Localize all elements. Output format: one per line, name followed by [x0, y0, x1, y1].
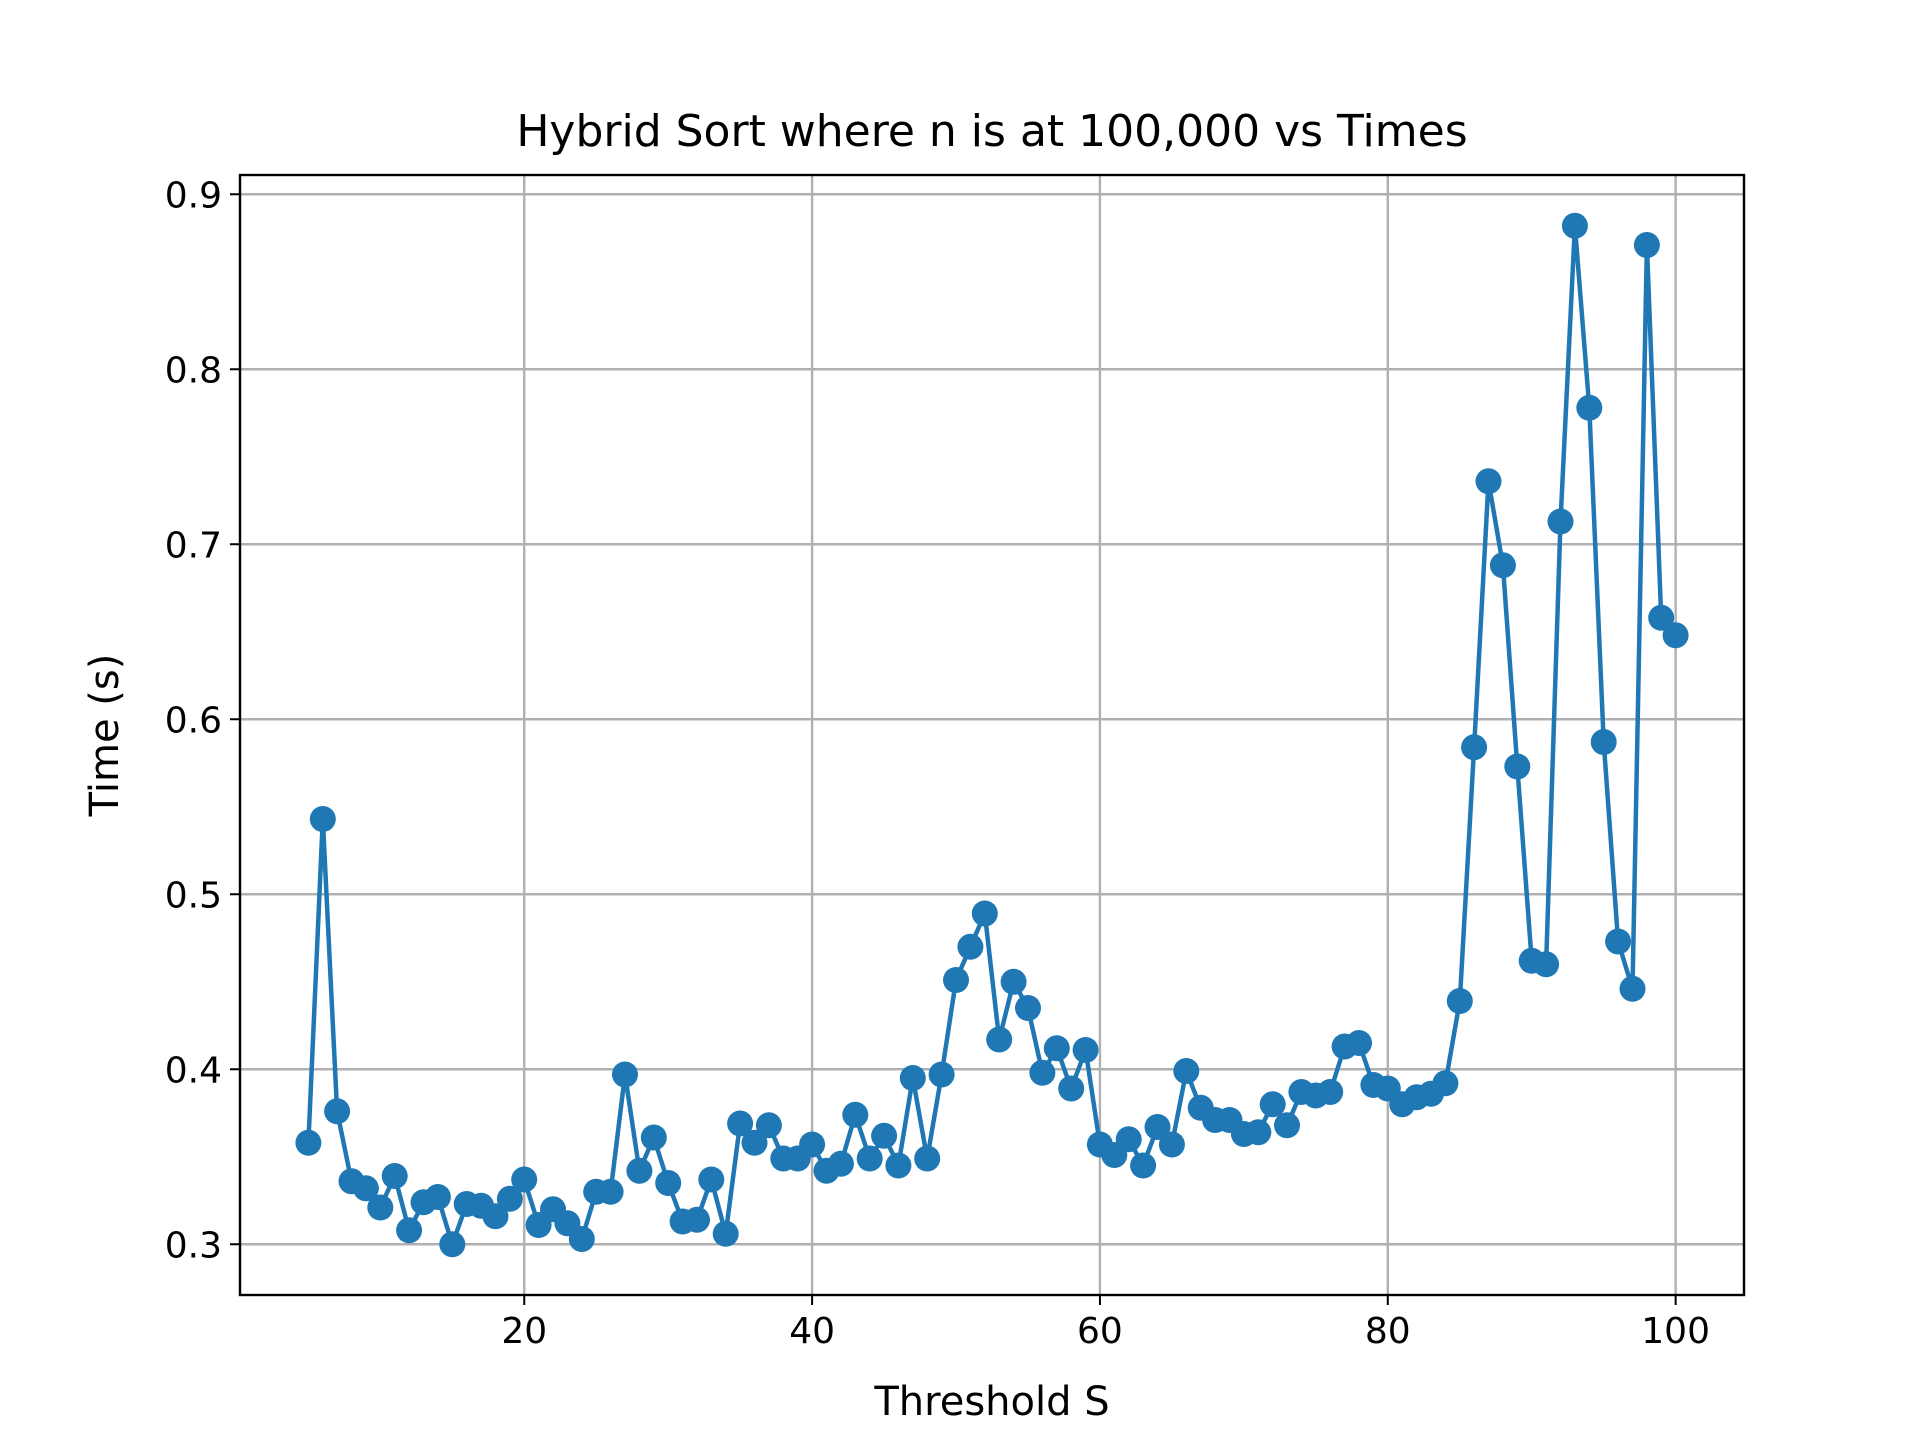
data-point [352, 1175, 379, 1202]
x-axis-label: Threshold S [873, 1379, 1109, 1425]
grid [240, 175, 1744, 1295]
data-point [597, 1178, 624, 1205]
data-point [1173, 1058, 1200, 1084]
data-point [1547, 508, 1574, 535]
data-point [842, 1101, 869, 1128]
data-point [1633, 232, 1660, 258]
data-point [727, 1110, 754, 1137]
data-point [1130, 1152, 1157, 1179]
x-tick-label: 80 [1365, 1311, 1411, 1352]
chart-title: Hybrid Sort where n is at 100,000 vs Tim… [516, 106, 1467, 157]
data-point [482, 1203, 509, 1230]
data-point [885, 1152, 912, 1179]
data-point [1533, 951, 1560, 978]
x-tick-label: 20 [501, 1311, 547, 1352]
data-point [755, 1112, 782, 1139]
data-point [684, 1206, 710, 1233]
data-point [1504, 753, 1531, 780]
data-point [1461, 734, 1488, 761]
data-point [1590, 729, 1617, 755]
data-point [1648, 604, 1675, 631]
data-point [899, 1065, 926, 1091]
data-point [1475, 468, 1502, 495]
data-point [381, 1163, 408, 1189]
data-point [1072, 1037, 1099, 1063]
data-point [367, 1194, 394, 1221]
data-point [856, 1145, 883, 1172]
data-point [957, 933, 984, 960]
data-point [1446, 988, 1473, 1014]
data-point [568, 1226, 595, 1252]
data-point [424, 1184, 451, 1210]
data-point [1576, 394, 1603, 421]
data-point [827, 1150, 854, 1177]
data-point [496, 1185, 523, 1212]
data-point [1605, 928, 1632, 955]
data-point [914, 1145, 941, 1172]
data-point [1000, 968, 1027, 995]
data-point [698, 1166, 725, 1193]
data-point [1662, 622, 1689, 649]
data-point [1015, 995, 1041, 1021]
data-point [1274, 1112, 1300, 1139]
data-point [943, 967, 969, 993]
data-point [1432, 1070, 1459, 1097]
data-point [655, 1170, 682, 1196]
x-tick-label: 100 [1641, 1311, 1710, 1352]
y-tick-label: 0.9 [165, 175, 222, 216]
data-point [1043, 1035, 1070, 1062]
data-point [626, 1157, 653, 1184]
data-point [640, 1124, 667, 1151]
data-point [511, 1166, 538, 1193]
data-point [1259, 1091, 1286, 1118]
y-tick-label: 0.3 [165, 1225, 222, 1266]
data-point [309, 806, 336, 832]
y-tick-label: 0.8 [165, 350, 222, 391]
data-point [1489, 552, 1516, 579]
data-point [1029, 1059, 1056, 1086]
data-point [986, 1026, 1013, 1053]
data-point [295, 1129, 322, 1156]
data-point [741, 1129, 768, 1156]
data-point [1245, 1119, 1272, 1146]
y-tick-label: 0.7 [165, 525, 222, 566]
data-point [1346, 1030, 1372, 1056]
y-tick-label: 0.5 [165, 875, 222, 916]
x-tick-label: 40 [789, 1311, 835, 1352]
x-tick-label: 60 [1077, 1311, 1123, 1352]
data-point [1317, 1079, 1344, 1105]
axis-ticks: 20 40 60 80 100 0.3 0.4 0.5 0.6 0.7 0.8 0.9 [165, 175, 1710, 1352]
data-point [1144, 1114, 1171, 1140]
data-point [799, 1131, 826, 1158]
data-point [712, 1220, 739, 1247]
data-point [324, 1098, 351, 1125]
plot-frame [238, 173, 1746, 1297]
series-layer [295, 212, 1689, 1258]
y-tick-label: 0.4 [165, 1050, 222, 1091]
data-point [971, 900, 998, 927]
data-point [1158, 1131, 1185, 1158]
data-point [1115, 1126, 1142, 1153]
data-point [1561, 212, 1588, 239]
data-point [928, 1061, 955, 1088]
data-point [439, 1231, 466, 1258]
y-tick-label: 0.6 [165, 700, 222, 741]
data-point [1058, 1075, 1085, 1102]
data-point [396, 1217, 423, 1244]
y-axis-label: Time (s) [82, 654, 128, 818]
data-point [871, 1122, 898, 1149]
data-point [612, 1061, 638, 1088]
data-point [1619, 975, 1646, 1002]
